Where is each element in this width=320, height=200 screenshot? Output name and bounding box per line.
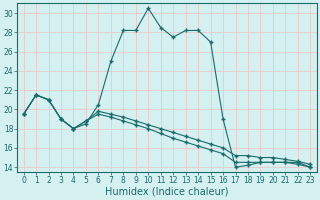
X-axis label: Humidex (Indice chaleur): Humidex (Indice chaleur)	[105, 187, 229, 197]
